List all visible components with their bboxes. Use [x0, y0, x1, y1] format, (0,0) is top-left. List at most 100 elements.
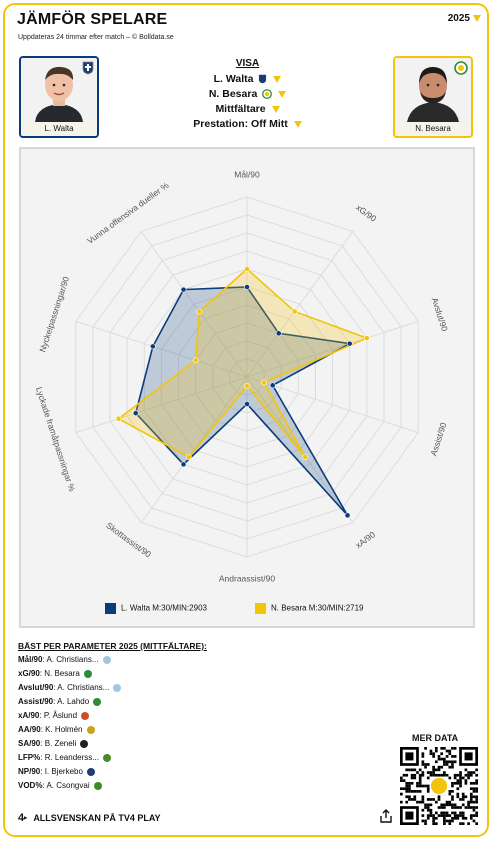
grid-spoke — [75, 376, 248, 434]
legend-label-left: L. Walta M:30/MIN:2903 — [121, 603, 207, 613]
legend-label-right: N. Besara M:30/MIN:2719 — [271, 603, 364, 613]
year-select[interactable]: 2025 — [448, 13, 481, 24]
data-point — [244, 383, 250, 389]
best-row-value: A. Christians... — [57, 683, 110, 692]
dropdown-arrow-icon — [278, 90, 287, 98]
club-badge-icon — [83, 669, 92, 678]
best-row-label: Avslut/90 — [18, 683, 54, 692]
best-row: LFP%: R. Leanderss... — [18, 751, 318, 765]
club-badge-icon — [86, 725, 95, 734]
page-title: JÄMFÖR SPELARE — [17, 11, 168, 28]
best-row-label: SA/90 — [18, 739, 41, 748]
performance-select[interactable]: Prestation: Off Mitt — [0, 117, 495, 132]
best-row: AA/90: K. Holmén — [18, 723, 318, 737]
data-point — [346, 340, 353, 347]
grid-spoke — [140, 231, 248, 378]
data-point — [261, 379, 268, 386]
dropdown-arrow-icon — [293, 120, 302, 128]
club-badge-icon — [102, 753, 111, 762]
best-row: xA/90: P. Åslund — [18, 709, 318, 723]
player-card-left[interactable]: L. Walta — [19, 56, 99, 138]
visa-heading: VISA — [235, 58, 260, 69]
grid-spoke — [246, 231, 354, 378]
club-badge-icon — [86, 767, 95, 776]
player1-select[interactable]: L. Walta — [0, 72, 495, 87]
best-row-value: I. Bjerkebo — [44, 767, 83, 776]
axis-label: xG/90 — [354, 202, 378, 224]
player2-select[interactable]: N. Besara — [0, 87, 495, 102]
best-row-value: R. Leanderss... — [44, 753, 99, 762]
player2-label: N. Besara — [208, 88, 258, 100]
best-row-label: NP/90 — [18, 767, 41, 776]
best-row-label: xG/90 — [18, 669, 40, 678]
best-per-parameter: BÄST PER PARAMETER 2025 (MITTFÄLTARE): M… — [18, 641, 318, 793]
data-point — [244, 284, 250, 290]
player1-label: L. Walta — [213, 73, 254, 85]
best-row-label: LFP% — [18, 753, 41, 762]
player-name-right: N. Besara — [395, 122, 471, 136]
best-row: Assist/90: A. Lahdo — [18, 695, 318, 709]
best-row: NP/90: I. Bjerkebo — [18, 765, 318, 779]
qr-code[interactable] — [400, 747, 478, 825]
data-point — [185, 454, 192, 460]
data-point — [180, 461, 187, 468]
axis-label: Assist/90 — [428, 421, 448, 457]
axis-label: Mål/90 — [234, 169, 260, 179]
tv4-logo-icon: 4▸ — [18, 812, 28, 824]
best-row-value: P. Åslund — [43, 711, 78, 720]
best-row-value: B. Zeneli — [44, 739, 77, 748]
more-data-label[interactable]: MER DATA — [412, 733, 459, 743]
footer-brand-label: ALLSVENSKAN PÅ TV4 PLAY — [33, 813, 161, 823]
best-row-value: K. Holmén — [45, 725, 83, 734]
dropdown-arrow-icon — [473, 14, 481, 22]
page-subtitle: Uppdateras 24 timmar efter match – © Bol… — [18, 34, 174, 41]
data-point — [115, 415, 122, 422]
club-badge-icon — [102, 655, 111, 664]
position-label: Mittfältare — [215, 103, 266, 115]
legend-swatch-yellow — [255, 603, 266, 614]
best-row-label: AA/90 — [18, 725, 41, 734]
radar-chart: Mål/90 xG/90 Avslut/90 Assist/90 xA/90 Andraa… — [34, 169, 450, 583]
club-badge-icon — [262, 89, 273, 100]
club-badge-icon — [113, 683, 122, 692]
best-row-label: VOD% — [18, 781, 43, 790]
club-badge-icon — [80, 739, 89, 748]
axis-label: Vunna offensiva dueller % — [85, 180, 171, 246]
player-card-right[interactable]: N. Besara — [393, 56, 473, 138]
grid-spoke — [75, 320, 248, 378]
club-badge-icon — [82, 61, 94, 75]
data-point — [132, 410, 139, 417]
radar-grid — [75, 196, 419, 558]
data-point — [196, 308, 203, 315]
best-row-label: xA/90 — [18, 711, 40, 720]
club-badge-icon — [259, 74, 267, 84]
club-badge-icon — [93, 781, 102, 790]
share-icon[interactable] — [380, 809, 392, 823]
dropdown-arrow-icon — [273, 75, 282, 83]
performance-label: Prestation: Off Mitt — [193, 118, 288, 130]
best-list: Mål/90: A. Christians... xG/90: N. Besara… — [18, 653, 318, 793]
best-row-label: Mål/90 — [18, 655, 43, 664]
best-heading: BÄST PER PARAMETER 2025 (MITTFÄLTARE): — [18, 641, 207, 651]
grid-spoke — [246, 320, 419, 378]
player-photo-left — [21, 58, 97, 122]
footer-brand[interactable]: 4▸ ALLSVENSKAN PÅ TV4 PLAY — [18, 812, 161, 824]
legend-item-left: L. Walta M:30/MIN:2903 — [105, 603, 207, 614]
data-point — [244, 401, 250, 407]
data-point — [363, 335, 370, 341]
best-row: VOD%: A. Csongvai — [18, 779, 318, 793]
best-row: SA/90: B. Zeneli — [18, 737, 318, 751]
best-row-value: N. Besara — [44, 669, 80, 678]
club-badge-icon — [454, 61, 468, 75]
data-point — [192, 357, 199, 364]
club-badge-icon — [93, 697, 102, 706]
view-options: VISA L. Walta N. Besara Mittfältare Pres… — [0, 58, 495, 132]
position-select[interactable]: Mittfältare — [0, 102, 495, 117]
axis-label: xA/90 — [354, 529, 378, 550]
data-point — [344, 512, 351, 519]
legend-swatch-blue — [105, 603, 116, 614]
legend-item-right: N. Besara M:30/MIN:2719 — [255, 603, 363, 614]
player-name-left: L. Walta — [21, 122, 97, 136]
data-point — [180, 286, 187, 293]
year-label: 2025 — [447, 13, 470, 24]
